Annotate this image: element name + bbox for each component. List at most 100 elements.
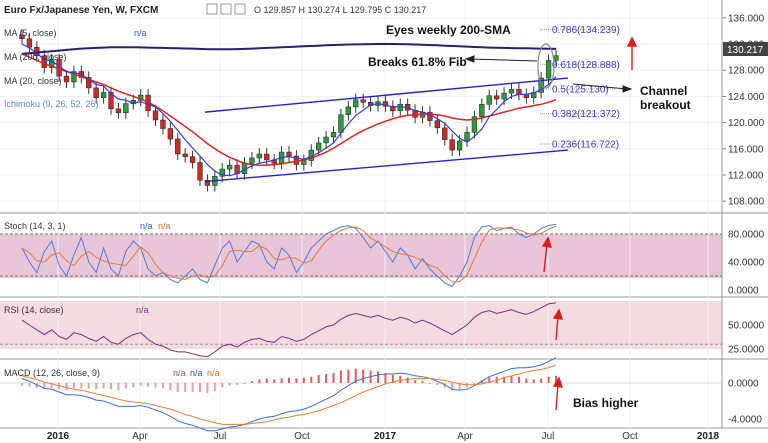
more-icon[interactable] xyxy=(234,3,246,15)
candle-body-72 xyxy=(553,55,559,61)
breakout-ellipse xyxy=(537,43,555,89)
macd-hist-9 xyxy=(87,383,90,389)
macd-hist-42 xyxy=(332,373,335,383)
visibility-icon[interactable] xyxy=(220,3,232,15)
candle-body-70 xyxy=(538,77,544,93)
macd-hist-48 xyxy=(377,371,379,383)
macd-hist-3 xyxy=(43,383,46,390)
rsi-band xyxy=(0,301,722,349)
candle-body-28 xyxy=(227,164,233,170)
macd-hist-18 xyxy=(154,383,157,388)
candle-body-61 xyxy=(471,116,478,133)
macd-hist-7 xyxy=(72,383,75,389)
macd-hist-50 xyxy=(391,374,394,383)
macd-hist-70 xyxy=(540,378,543,383)
candle-body-36 xyxy=(286,151,292,157)
candle-body-22 xyxy=(182,153,188,157)
x-tick-7: Oct xyxy=(622,431,638,442)
fib-label-3: 0.382(121.372) xyxy=(552,109,620,120)
macd-hist-43 xyxy=(339,370,342,383)
macd-hist-38 xyxy=(302,377,305,383)
y-tick-6: 112.000 xyxy=(728,170,764,181)
channel-lower-line xyxy=(204,149,569,183)
rsi-tick-0: 50.0000 xyxy=(728,321,765,332)
annotation-sma: Eyes weekly 200-SMA xyxy=(386,23,511,37)
macd-hist-26 xyxy=(213,383,216,392)
candle-body-14 xyxy=(123,103,129,114)
fib-label-1: 0.618(128.888) xyxy=(552,60,620,71)
ichimoku-label[interactable]: Ichimoku (9, 26, 52, 26) xyxy=(4,99,99,109)
macd-hist-66 xyxy=(510,375,513,383)
ma5-label[interactable]: MA (5, close) xyxy=(4,28,57,38)
stoch-title[interactable]: Stoch (14, 3, 1) xyxy=(4,221,66,231)
candle-body-4 xyxy=(49,59,55,68)
x-tick-8: 2018 xyxy=(697,431,720,442)
candle-body-3 xyxy=(41,55,47,68)
macd-tick-1: -4.0000 xyxy=(728,415,762,426)
annotation-fib: Breaks 61.8% Fib xyxy=(368,55,467,69)
macd-hist-46 xyxy=(362,369,365,383)
candle-body-60 xyxy=(464,132,470,142)
x-tick-5: Apr xyxy=(457,431,473,442)
candle-body-66 xyxy=(508,88,515,94)
ma200-line xyxy=(21,43,557,55)
macd-hist-40 xyxy=(317,374,320,383)
candle-body-65 xyxy=(501,92,507,100)
macd-hist-1 xyxy=(28,383,31,387)
candle-body-62 xyxy=(479,104,485,117)
x-tick-2: Jul xyxy=(214,431,227,442)
y-tick-4: 120.000 xyxy=(728,118,765,129)
macd-hist-20 xyxy=(169,383,172,391)
macd-hist-56 xyxy=(436,383,439,385)
candle-body-6 xyxy=(63,75,70,83)
macd-hist-53 xyxy=(414,380,417,383)
annotation-bias: Bias higher xyxy=(573,396,639,410)
macd-hist-69 xyxy=(532,379,535,383)
candle-body-45 xyxy=(353,99,359,108)
macd-hist-67 xyxy=(517,376,520,383)
macd-hist-51 xyxy=(399,375,402,383)
stoch-d-line xyxy=(21,225,557,283)
macd-hist-58 xyxy=(451,383,454,391)
rsi-tick-1: 25.0000 xyxy=(728,345,765,356)
macd-hist-52 xyxy=(406,377,409,383)
stoch-k-line xyxy=(21,223,557,288)
candle-body-32 xyxy=(256,153,262,159)
candle-body-38 xyxy=(301,160,307,165)
macd-hist-44 xyxy=(347,369,350,383)
candle-body-19 xyxy=(160,119,166,129)
candle-body-7 xyxy=(71,71,77,83)
macd-title[interactable]: MACD (12, 26, close, 9) xyxy=(4,368,100,378)
candle-body-71 xyxy=(545,60,552,79)
macd-hist-25 xyxy=(206,383,209,393)
ma5-line xyxy=(21,43,557,177)
price-pane[interactable] xyxy=(0,0,722,211)
macd-pane[interactable] xyxy=(0,360,722,428)
ma20-label[interactable]: MA (20, close) xyxy=(4,76,62,86)
candle-body-31 xyxy=(249,157,255,164)
macd-hist-13 xyxy=(117,383,120,391)
ma5-value: n/a xyxy=(134,28,147,38)
macd-hist-54 xyxy=(421,381,424,383)
macd-hist-36 xyxy=(288,377,290,383)
rsi-title[interactable]: RSI (14, close) xyxy=(4,305,64,315)
macd-hist-2 xyxy=(35,383,38,389)
macd-hist-39 xyxy=(310,376,313,383)
macd-hist-61 xyxy=(473,383,476,384)
macd-hist-41 xyxy=(325,374,328,383)
candle-body-41 xyxy=(323,136,329,144)
settings-icon[interactable] xyxy=(206,3,218,15)
macd-hist-12 xyxy=(110,383,112,390)
macd-na-2: n/a xyxy=(190,368,203,378)
candle-body-56 xyxy=(434,120,440,129)
macd-line xyxy=(21,357,557,432)
ma200-label[interactable]: MA (200, close) xyxy=(4,52,67,62)
candle-body-67 xyxy=(516,88,522,95)
macd-hist-55 xyxy=(428,383,431,384)
y-tick-5: 116.000 xyxy=(728,144,764,155)
candle-body-27 xyxy=(219,168,225,177)
candle-body-0 xyxy=(19,34,25,40)
macd-signal-line xyxy=(21,364,557,425)
y-tick-7: 108.000 xyxy=(728,197,765,208)
